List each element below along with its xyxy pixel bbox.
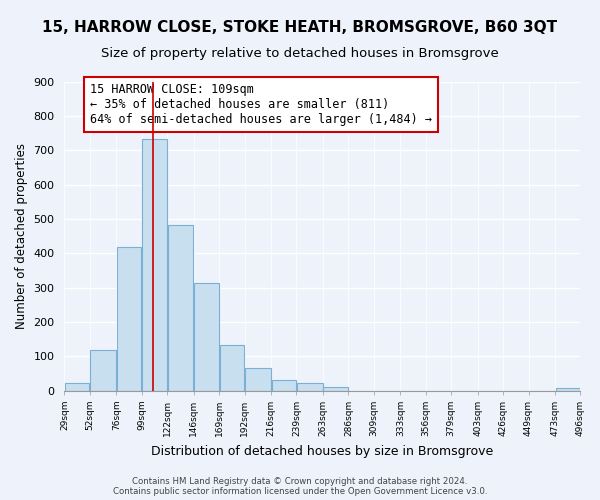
Bar <box>556 388 580 391</box>
Bar <box>220 345 244 391</box>
Y-axis label: Number of detached properties: Number of detached properties <box>15 143 28 329</box>
Bar <box>142 139 167 391</box>
Bar <box>323 386 348 391</box>
Bar <box>297 383 323 391</box>
Bar <box>272 380 296 391</box>
Bar <box>65 383 89 391</box>
Text: Contains public sector information licensed under the Open Government Licence v3: Contains public sector information licen… <box>113 487 487 496</box>
Bar <box>194 282 218 391</box>
Bar <box>245 368 271 391</box>
Text: Size of property relative to detached houses in Bromsgrove: Size of property relative to detached ho… <box>101 48 499 60</box>
Bar <box>90 350 116 391</box>
Text: Contains HM Land Registry data © Crown copyright and database right 2024.: Contains HM Land Registry data © Crown c… <box>132 477 468 486</box>
Bar <box>117 247 142 391</box>
Bar <box>167 225 193 391</box>
X-axis label: Distribution of detached houses by size in Bromsgrove: Distribution of detached houses by size … <box>151 444 494 458</box>
Text: 15, HARROW CLOSE, STOKE HEATH, BROMSGROVE, B60 3QT: 15, HARROW CLOSE, STOKE HEATH, BROMSGROV… <box>43 20 557 35</box>
Text: 15 HARROW CLOSE: 109sqm
← 35% of detached houses are smaller (811)
64% of semi-d: 15 HARROW CLOSE: 109sqm ← 35% of detache… <box>90 83 432 126</box>
